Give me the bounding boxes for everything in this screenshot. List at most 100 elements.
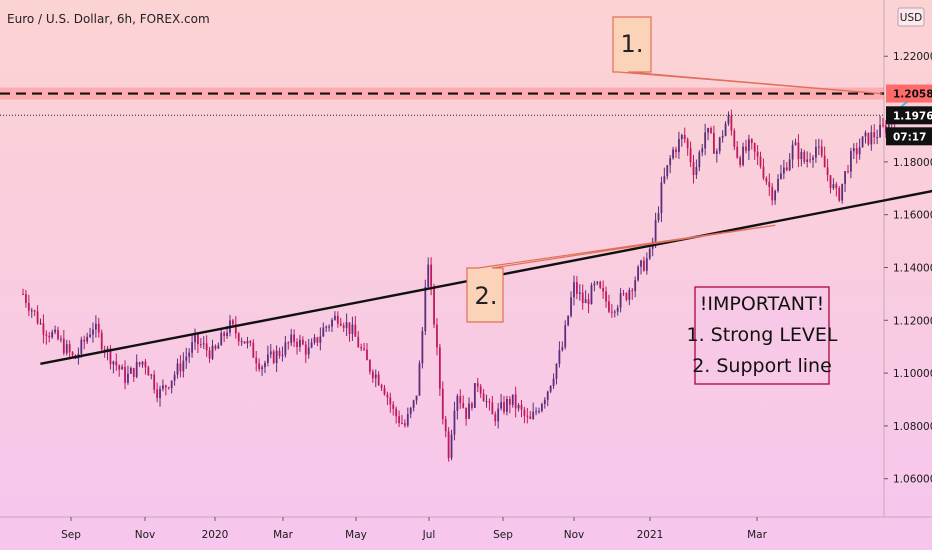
candle-body [549, 385, 552, 392]
candle-body [182, 360, 185, 372]
candle-body [246, 341, 249, 344]
candle-body [377, 374, 380, 386]
callout-1[interactable]: 1. [612, 16, 882, 95]
candle-body [788, 159, 791, 171]
candle-body [882, 124, 884, 126]
candle-body [511, 394, 514, 405]
callout-2[interactable]: 2. [466, 224, 776, 323]
currency-badge-label: USD [900, 12, 922, 24]
candle-body [97, 323, 100, 333]
candle-body [567, 315, 570, 326]
candle-body [398, 416, 400, 424]
candle-body [762, 166, 765, 179]
candle-body [48, 335, 51, 338]
support-trend-line[interactable] [40, 149, 932, 366]
currency-badge[interactable]: USD [897, 7, 925, 27]
candle-body [884, 125, 887, 133]
important-note[interactable]: !IMPORTANT! 1. Strong LEVEL 2. Support l… [686, 286, 838, 385]
candle-body [226, 332, 228, 336]
candle-body [471, 403, 473, 408]
candle-body [54, 329, 56, 333]
candle-body [654, 220, 657, 242]
candle-body [202, 343, 205, 345]
candle-body [710, 128, 712, 133]
candle-body [287, 342, 290, 344]
candle-body [721, 135, 724, 138]
candle-body [747, 139, 750, 151]
candle-body [756, 151, 759, 157]
candles-series [22, 109, 896, 462]
time-tick-label: 2020 [202, 529, 229, 541]
candle-body [879, 124, 881, 138]
candle-body [264, 362, 266, 368]
price-tick-label: 1.08000 [893, 421, 932, 433]
candle-body [829, 175, 832, 189]
time-axis[interactable]: Sep Nov 2020 Mar May Jul Sep Nov 2021 Mar [61, 517, 768, 541]
candle-body [433, 286, 435, 325]
candle-body [39, 323, 42, 325]
candle-body [508, 399, 511, 405]
candle-body [176, 363, 179, 375]
candle-body [354, 324, 357, 337]
candle-body [742, 146, 744, 165]
candle-body [129, 368, 132, 374]
level-price-tag: 1.20587 [893, 89, 932, 101]
candle-body [628, 290, 631, 300]
candle-body [211, 345, 214, 359]
candle-body [296, 341, 298, 347]
candle-body [57, 329, 59, 340]
candle-body [593, 283, 596, 286]
candle-body [815, 146, 817, 158]
candle-body [325, 326, 328, 328]
candle-body [538, 411, 540, 413]
candle-body [240, 341, 243, 343]
candle-body [581, 292, 584, 304]
candle-body [852, 148, 855, 152]
callout-2-label: 2. [475, 282, 498, 310]
price-tick-label: 1.12000 [893, 315, 932, 327]
candle-body [316, 337, 319, 343]
candle-body [412, 400, 415, 408]
candle-body [62, 338, 65, 354]
current-price-tag-bg [886, 106, 932, 125]
candle-body [380, 385, 383, 388]
symbol-title[interactable]: Euro / U.S. Dollar, 6h, FOREX.com [7, 12, 210, 26]
candle-body [313, 337, 316, 343]
candle-body [42, 323, 45, 335]
callout-1-label: 1. [621, 30, 644, 58]
candle-body [447, 431, 450, 459]
candle-body [765, 178, 768, 182]
candle-body [366, 349, 368, 361]
candle-body [194, 334, 196, 343]
candle-body [141, 361, 144, 365]
candle-body [132, 368, 135, 377]
candle-body [150, 374, 153, 376]
candle-body [319, 336, 322, 343]
candle-body [217, 345, 220, 349]
candle-body [199, 344, 202, 346]
price-tick-label: 1.18000 [893, 157, 932, 169]
candle-body [127, 373, 129, 383]
candle-body [386, 394, 389, 398]
candle-body [197, 334, 199, 345]
candle-body [500, 402, 502, 409]
candle-body [185, 356, 188, 361]
candle-body [791, 144, 794, 160]
candle-body [92, 329, 94, 335]
candle-body [371, 371, 374, 379]
candle-body [100, 332, 103, 350]
candle-body [526, 415, 529, 417]
candle-body [610, 311, 613, 313]
candle-body [558, 350, 561, 364]
price-axis[interactable]: 1.06000 1.08000 1.10000 1.12000 1.14000 1.160… [884, 51, 932, 486]
callout-2-bubble [466, 224, 776, 323]
candle-body [147, 367, 150, 376]
candle-body [331, 319, 333, 327]
candle-body [406, 413, 409, 426]
candle-body [334, 315, 336, 320]
candle-body [25, 294, 27, 303]
candle-body [403, 423, 406, 426]
candle-body [876, 137, 879, 139]
candle-body [578, 292, 581, 294]
